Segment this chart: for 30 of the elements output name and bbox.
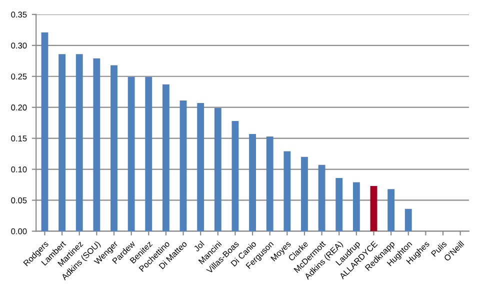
bar — [197, 103, 204, 232]
y-tick-label: 0.10 — [11, 166, 27, 172]
bar — [214, 108, 222, 232]
bar — [249, 134, 256, 232]
bar — [58, 54, 66, 232]
bar — [110, 65, 118, 232]
y-tick-label: 0.05 — [11, 197, 27, 204]
bar — [336, 178, 343, 232]
y-tick-label: 0.25 — [11, 74, 27, 80]
bar — [388, 189, 395, 232]
bar — [301, 156, 308, 232]
bar — [180, 100, 187, 232]
y-tick-label: 0.20 — [11, 104, 27, 110]
bar — [145, 77, 152, 232]
bar — [128, 77, 135, 232]
bar — [370, 186, 378, 232]
bar — [93, 58, 100, 232]
bar — [41, 32, 48, 232]
bar — [76, 54, 83, 232]
y-tick-label: 0.30 — [11, 42, 27, 49]
y-tick-label: 0.35 — [11, 12, 27, 18]
bar — [404, 208, 412, 232]
bar — [162, 84, 170, 232]
bar — [266, 136, 274, 232]
y-tick-label: 0.00 — [11, 228, 27, 234]
y-tick-label: 0.15 — [11, 136, 27, 142]
bar — [318, 164, 326, 232]
bar — [232, 120, 239, 232]
bar — [284, 151, 291, 232]
bar — [352, 182, 360, 232]
